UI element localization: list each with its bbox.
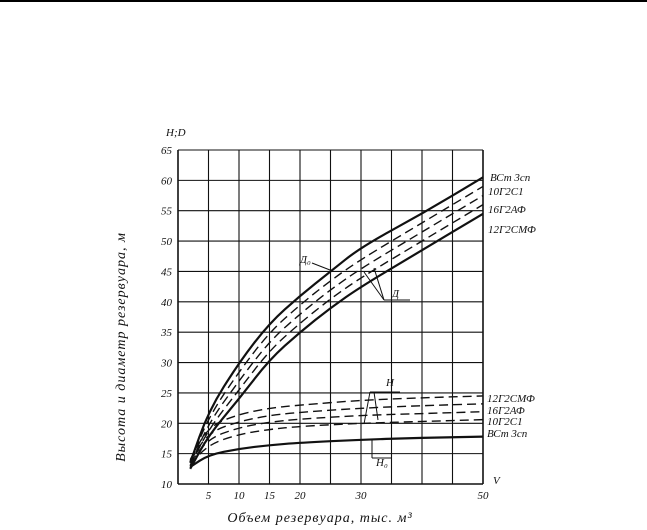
- legend-upper-label: 10Г2С1: [488, 186, 524, 198]
- annotation-d: Д: [391, 288, 400, 300]
- top-rule: [0, 0, 647, 2]
- series-lines: [189, 176, 484, 470]
- annotation-h-leader: [373, 391, 379, 421]
- y-tick-label: 10: [161, 479, 173, 491]
- series-line-height: [189, 411, 484, 464]
- y-tick-label: 45: [161, 266, 173, 278]
- grid: [177, 149, 484, 485]
- y-axis-title: Высота и диаметр резервуара, м: [114, 232, 129, 462]
- legend-upper-label: 12Г2СМФ: [488, 224, 536, 236]
- legend-upper-label: 16Г2АФ: [488, 204, 526, 216]
- axis-titles: H;D V Объем резервуара, тыс. м³ Высота и ди…: [114, 127, 501, 526]
- x-tick-label: 20: [295, 490, 307, 502]
- x-tick-label: 15: [264, 490, 276, 502]
- annotations: Д₀ Д H H₀: [299, 254, 410, 469]
- annotation-h0: H₀: [375, 457, 388, 469]
- y-tick-label: 30: [160, 358, 173, 370]
- y-tick-label: 15: [161, 449, 173, 461]
- y-tick-label: 60: [161, 175, 173, 187]
- x-axis-title: Объем резервуара, тыс. м³: [227, 511, 412, 526]
- annotation-h: H: [385, 377, 395, 389]
- annotation-d-leader: [363, 271, 385, 301]
- x-axis-end-label: V: [493, 475, 501, 487]
- series-line-diameter: [189, 194, 484, 467]
- x-tick-label: 50: [478, 490, 490, 502]
- y-tick-label: 50: [161, 236, 173, 248]
- x-tick-label: 10: [234, 490, 246, 502]
- series-line-height: [189, 435, 484, 468]
- series-line-diameter: [189, 185, 484, 464]
- annotation-h-leader: [363, 391, 371, 425]
- y-tick-label: 20: [161, 418, 173, 430]
- legend-lower-label: 10Г2С1: [487, 416, 523, 428]
- tick-labels: 10 15 20 25 30 35 40 45 50 55 60 65 5 10 15 20 30 50: [160, 145, 489, 502]
- x-tick-label: 30: [355, 490, 368, 502]
- y-tick-label: 25: [161, 388, 173, 400]
- legend-upper-label: ВСт 3сп: [490, 172, 531, 184]
- legend-lower-label: 12Г2СМФ: [487, 393, 535, 405]
- series-line-diameter: [189, 176, 484, 464]
- series-line-height: [189, 403, 484, 462]
- legend-lower-label: ВСт 3сп: [487, 428, 528, 440]
- x-tick-label: 5: [206, 490, 212, 502]
- y-tick-label: 65: [161, 145, 173, 157]
- annotation-d0-leader: [311, 262, 331, 271]
- legend-labels: ВСт 3сп10Г2С116Г2АФ12Г2СМФ12Г2СМФ16Г2АФ1…: [487, 172, 536, 440]
- series-line-diameter: [189, 212, 484, 470]
- legend-lower-label: 16Г2АФ: [487, 405, 525, 417]
- annotation-d-leader: [373, 267, 385, 301]
- annotation-d0: Д₀: [299, 254, 311, 266]
- series-line-height: [189, 418, 484, 466]
- series-line-diameter: [189, 204, 484, 467]
- y-tick-label: 35: [160, 327, 173, 339]
- y-tick-label: 40: [161, 297, 173, 309]
- y-axis-top-label: H;D: [165, 127, 186, 139]
- series-line-height: [189, 395, 484, 461]
- y-tick-label: 55: [161, 206, 173, 218]
